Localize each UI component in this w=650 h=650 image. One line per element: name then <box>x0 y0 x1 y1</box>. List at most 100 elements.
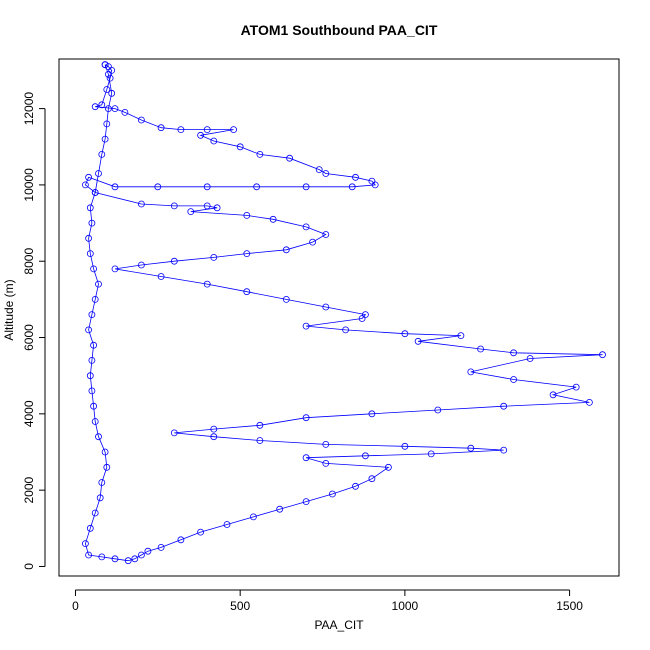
data-point <box>210 253 218 261</box>
data-point <box>322 170 330 177</box>
data-point <box>111 555 119 563</box>
data-point <box>137 200 145 208</box>
data-point <box>328 490 336 498</box>
series-line <box>84 64 603 562</box>
data-point <box>157 124 165 132</box>
y-tick-label: 10000 <box>22 168 36 202</box>
data-point <box>599 351 606 359</box>
data-point <box>230 126 238 134</box>
data-point <box>85 551 92 559</box>
data-point <box>90 341 97 349</box>
data-point <box>256 437 264 444</box>
data-point <box>106 74 114 82</box>
data-point <box>368 475 376 483</box>
data-point <box>91 189 99 196</box>
data-point <box>315 166 323 174</box>
data-point <box>243 288 251 296</box>
data-point <box>111 265 119 273</box>
data-point <box>210 137 218 145</box>
y-tick-label: 2000 <box>22 476 36 503</box>
data-point <box>111 183 119 191</box>
data-point <box>86 372 94 380</box>
data-point <box>286 154 294 162</box>
data-point <box>210 433 218 441</box>
data-point <box>105 70 112 78</box>
data-point <box>170 257 178 265</box>
data-point <box>95 280 102 288</box>
data-point <box>98 479 106 486</box>
data-point <box>249 513 257 521</box>
data-point <box>170 202 178 210</box>
data-point <box>101 135 109 143</box>
x-axis-label: PAA_CIT <box>314 618 364 632</box>
data-point <box>98 101 106 109</box>
x-tick-label: 1000 <box>392 599 419 613</box>
data-point <box>549 391 557 399</box>
data-point <box>243 250 251 258</box>
data-point <box>88 387 96 395</box>
data-point <box>137 551 145 559</box>
data-point <box>95 170 102 177</box>
data-point <box>131 555 139 563</box>
data-point <box>384 463 392 471</box>
x-tick-label: 500 <box>230 599 250 613</box>
data-point <box>86 204 94 212</box>
data-point <box>95 433 102 441</box>
data-point <box>98 553 106 561</box>
series-points <box>82 61 606 565</box>
x-tick-label: 0 <box>72 599 79 613</box>
data-point <box>177 536 185 544</box>
data-point <box>352 173 359 181</box>
data-point <box>282 295 290 303</box>
data-point <box>86 250 94 258</box>
data-point <box>256 421 264 429</box>
y-tick-label: 4000 <box>22 400 36 427</box>
data-point <box>322 459 330 467</box>
data-point <box>91 418 99 425</box>
data-point <box>302 223 310 231</box>
data-point <box>187 208 195 216</box>
plot-frame <box>58 58 620 577</box>
data-point <box>103 463 111 471</box>
data-point <box>253 183 261 191</box>
data-point <box>302 322 310 330</box>
data-point <box>467 444 475 452</box>
data-point <box>85 234 92 242</box>
data-point <box>223 521 231 528</box>
data-point <box>371 181 379 189</box>
data-point <box>121 109 129 116</box>
data-point <box>96 494 104 502</box>
data-point <box>91 509 99 517</box>
data-point <box>500 402 508 410</box>
data-point <box>101 61 109 69</box>
data-point <box>124 557 132 565</box>
axes: 0 500 1000 1500 0 2000 4000 6000 8000 10000 12000 <box>22 92 583 613</box>
data-point <box>526 355 534 362</box>
data-point <box>322 303 330 311</box>
data-point <box>170 429 178 437</box>
data-point <box>91 103 99 111</box>
data-point <box>210 425 218 433</box>
data-point <box>256 150 264 158</box>
data-point <box>236 143 244 151</box>
y-tick-label: 6000 <box>22 324 36 351</box>
data-point <box>368 410 376 418</box>
data-point <box>477 345 485 353</box>
data-point <box>361 311 369 319</box>
data-point <box>302 454 310 462</box>
data-point <box>361 452 369 460</box>
series-lines <box>84 64 603 562</box>
data-point <box>427 450 435 458</box>
data-point <box>177 126 185 134</box>
chart-title: ATOM1 Southbound PAA_CIT <box>241 22 438 38</box>
data-point <box>309 238 317 246</box>
data-point <box>203 280 211 288</box>
y-axis-label: Altitude (m) <box>2 279 16 340</box>
data-point <box>348 183 356 191</box>
data-point <box>342 326 350 334</box>
data-point <box>154 183 162 191</box>
y-tick-label: 12000 <box>22 92 36 126</box>
data-point <box>86 524 94 532</box>
y-tick-label: 8000 <box>22 248 36 275</box>
data-point <box>572 383 580 391</box>
